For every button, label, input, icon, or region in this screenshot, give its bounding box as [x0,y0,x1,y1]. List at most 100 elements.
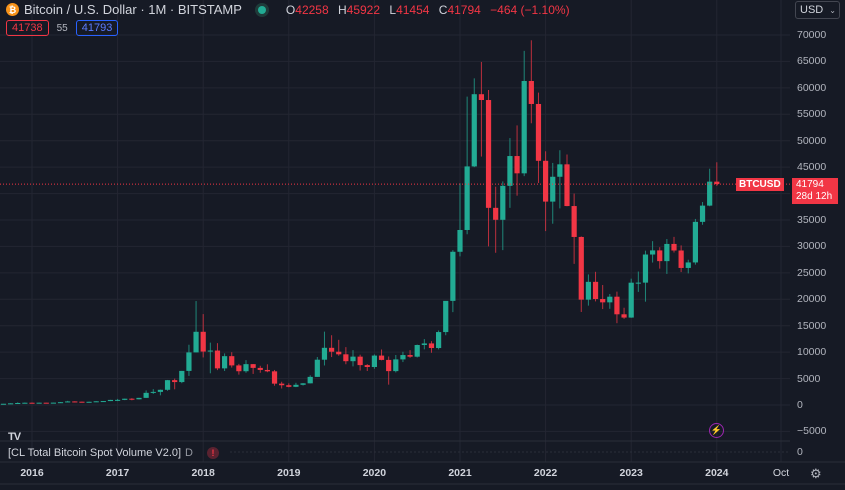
error-icon[interactable]: ! [207,447,219,459]
candle-2023-07 [671,236,677,253]
volume-indicator-legend[interactable]: [CL Total Bitcoin Spot Volume V2.0] D [8,447,193,459]
candle-body [72,401,78,403]
candle-body [657,250,663,262]
price-tick-label: 5000 [797,372,821,385]
candle-body [293,384,299,387]
candle-body [243,364,249,372]
candle-body [136,397,142,400]
candle-2016-10 [93,401,99,403]
candle-body [635,282,641,284]
candle-2016-05 [57,402,64,404]
price-tick-label: 65000 [797,55,827,68]
candle-body [172,380,178,383]
symbol-legend[interactable]: ₿ Bitcoin / U.S. Dollar · 1M · BITSTAMP … [6,2,570,17]
symbol-title[interactable]: Bitcoin / U.S. Dollar · 1M · BITSTAMP [24,2,242,17]
candle-body [271,371,278,384]
candle-body [286,385,292,387]
candle-body [93,401,99,403]
candle-body [115,399,121,401]
candle-2023-10 [692,218,698,265]
candle-2019-11 [357,354,363,371]
candle-body [15,403,21,405]
candle-body [143,392,149,398]
candle-2019-07 [329,335,335,358]
candle-2016-02 [36,402,42,404]
candle-body [57,402,64,404]
time-tick-label: 2024 [705,467,729,479]
candle-body [179,370,185,383]
open-label: O [285,2,296,17]
candle-2021-11 [528,40,534,124]
candle-body [493,207,499,220]
low-label: L [389,2,397,17]
candle-body [642,254,649,283]
candle-body [343,354,349,362]
candle-body [29,402,35,404]
market-open-dot[interactable] [257,5,266,14]
candle-body [450,251,456,301]
candle-2021-03 [471,78,477,168]
candle-body [414,345,420,357]
candle-body [222,356,228,369]
candle-2017-07 [157,389,163,396]
open-value: 42258 [295,2,329,17]
candle-body [564,164,570,207]
candle-body [336,351,342,355]
candle-body [164,380,171,390]
high-label: H [337,2,347,17]
settings-gear-icon[interactable]: ⚙ [810,466,822,481]
candle-body [592,281,599,300]
candle-2022-09 [600,285,606,310]
price-tick-label: 50000 [797,134,827,147]
candle-body [229,356,235,366]
candle-body [621,314,627,318]
candle-2018-12 [279,381,285,389]
candle-2020-08 [421,339,427,350]
candle-2020-04 [393,354,399,373]
candle-2021-05 [485,89,492,247]
time-tick-label: 2019 [277,467,301,479]
candle-2021-07 [500,181,506,251]
candle-2017-05 [143,390,149,398]
candle-body [107,399,114,402]
candle-body [157,389,163,392]
candle-body [386,359,392,372]
price-tick-label: 25000 [797,266,827,279]
candle-2016-09 [86,401,92,403]
price-tick-label: 70000 [797,29,827,41]
currency-select[interactable]: USD ⌄ [795,1,840,19]
trade-buttons: 41738 55 41793 [6,20,119,36]
candle-2020-01 [371,354,377,369]
candle-2023-11 [699,202,706,225]
candle-2018-07 [243,360,249,373]
buy-button[interactable]: 41793 [75,20,119,36]
sell-button[interactable]: 41738 [6,20,49,36]
candle-2022-12 [621,307,627,319]
candle-2023-08 [678,245,684,273]
lightning-icon[interactable]: ⚡ [709,423,724,438]
candle-2021-09 [514,125,520,196]
candle-body [714,181,720,185]
candle-body [314,359,320,377]
candle-body [485,100,492,208]
candle-2018-09 [257,365,263,373]
candle-2022-04 [564,154,570,207]
candle-2020-12 [450,250,456,313]
volume-pane-header: [CL Total Bitcoin Spot Volume V2.0] D ! [8,447,219,459]
price-tick-label: −5000 [797,425,827,438]
candle-body [421,343,427,346]
candle-2021-02 [464,96,470,235]
candle-body [436,332,442,349]
candle-body [614,296,620,315]
candle-body [471,94,477,167]
time-tick-label: 2018 [191,467,215,479]
candle-2021-08 [507,138,513,208]
price-tick-label: 30000 [797,240,827,253]
tradingview-logo[interactable]: TV [8,431,21,443]
candle-2017-03 [129,398,135,401]
time-tick-label: 2021 [448,467,472,479]
candle-2019-03 [300,383,306,386]
candle-2017-01 [115,398,121,402]
change-value: −464 (−1.10%) [490,2,570,17]
